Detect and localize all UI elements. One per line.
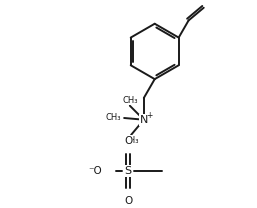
Text: CH₃: CH₃ bbox=[123, 136, 139, 145]
Text: CH₃: CH₃ bbox=[106, 114, 121, 123]
Text: O: O bbox=[124, 196, 132, 206]
Text: ⁻O: ⁻O bbox=[89, 166, 102, 176]
Text: S: S bbox=[124, 166, 132, 176]
Text: +: + bbox=[146, 111, 152, 120]
Text: CH₃: CH₃ bbox=[122, 96, 137, 105]
Text: N: N bbox=[140, 115, 148, 125]
Text: O: O bbox=[124, 136, 132, 146]
